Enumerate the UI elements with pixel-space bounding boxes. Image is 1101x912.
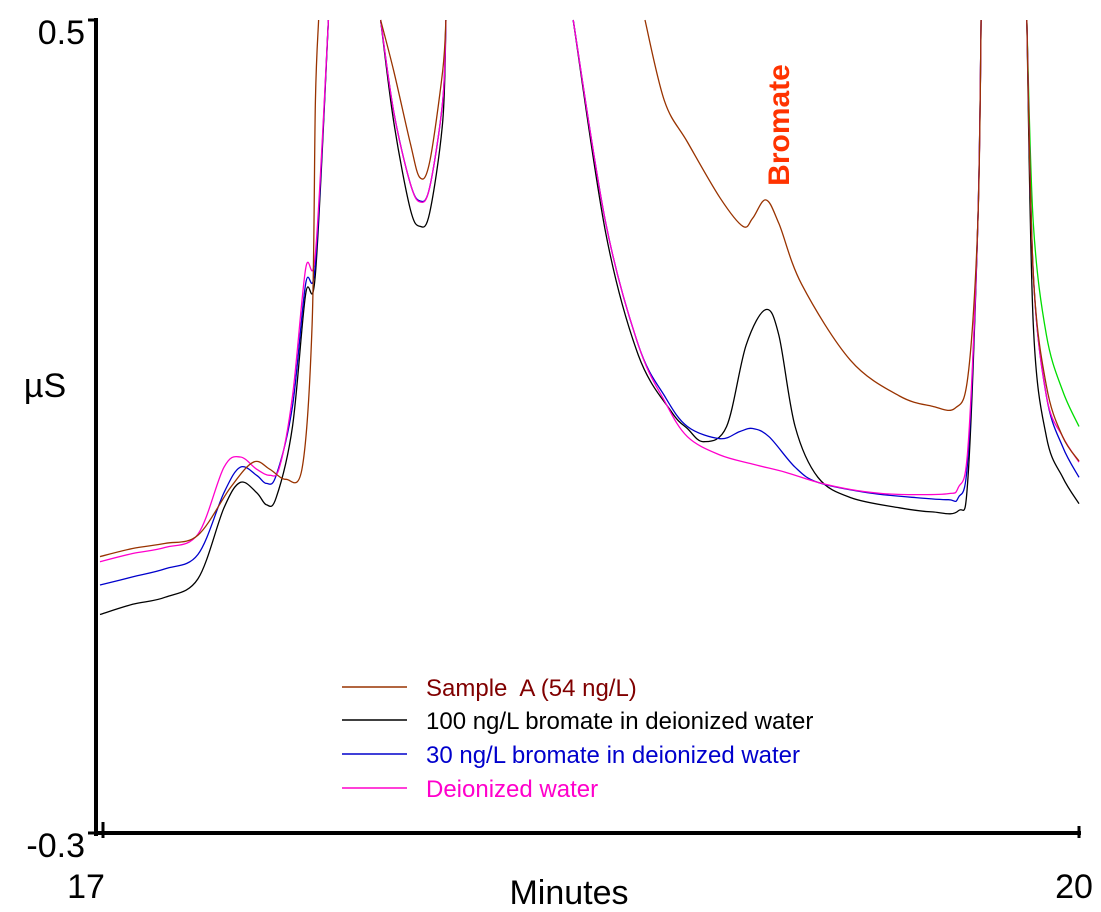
series-0 bbox=[99, 19, 1080, 558]
series-1-segment-2 bbox=[572, 19, 982, 515]
y-tick-label-bottom: -0.3 bbox=[26, 827, 85, 865]
x-tick-label-left: 17 bbox=[67, 868, 105, 906]
y-axis-label: µS bbox=[24, 367, 66, 405]
series-3-segment-1 bbox=[379, 19, 447, 204]
series-0-segment-1 bbox=[379, 19, 447, 180]
series-3-segment-2 bbox=[572, 19, 982, 496]
bromate-annotation: Bromate bbox=[763, 64, 796, 186]
y-tick-label-top: 0.5 bbox=[38, 14, 85, 52]
series-0-segment-3 bbox=[1026, 19, 1080, 462]
legend-label-1: 100 ng/L bromate in deionized water bbox=[426, 708, 813, 735]
series-2 bbox=[99, 19, 1080, 586]
series-3-segment-0 bbox=[99, 19, 330, 563]
series-1-segment-3 bbox=[1026, 19, 1080, 505]
series-1-segment-0 bbox=[99, 19, 330, 616]
legend: Sample A (54 ng/L) 100 ng/L bromate in de… bbox=[342, 675, 813, 803]
series-2-segment-0 bbox=[99, 19, 330, 586]
series-0-segment-2 bbox=[644, 19, 982, 411]
legend-label-0: Sample A (54 ng/L) bbox=[426, 675, 637, 702]
legend-label-2: 30 ng/L bromate in deionized water bbox=[426, 742, 800, 769]
series-4-segment-0 bbox=[1026, 19, 1080, 427]
series-1 bbox=[99, 19, 1080, 616]
legend-label-3: Deionized water bbox=[426, 776, 598, 803]
series-0-segment-0 bbox=[99, 19, 320, 558]
x-axis-label: Minutes bbox=[509, 874, 628, 912]
series-1-segment-1 bbox=[379, 19, 447, 228]
series-4 bbox=[1026, 19, 1080, 427]
series-layer bbox=[99, 19, 1080, 616]
series-3 bbox=[99, 19, 1080, 563]
x-tick-label-right: 20 bbox=[1055, 868, 1093, 906]
